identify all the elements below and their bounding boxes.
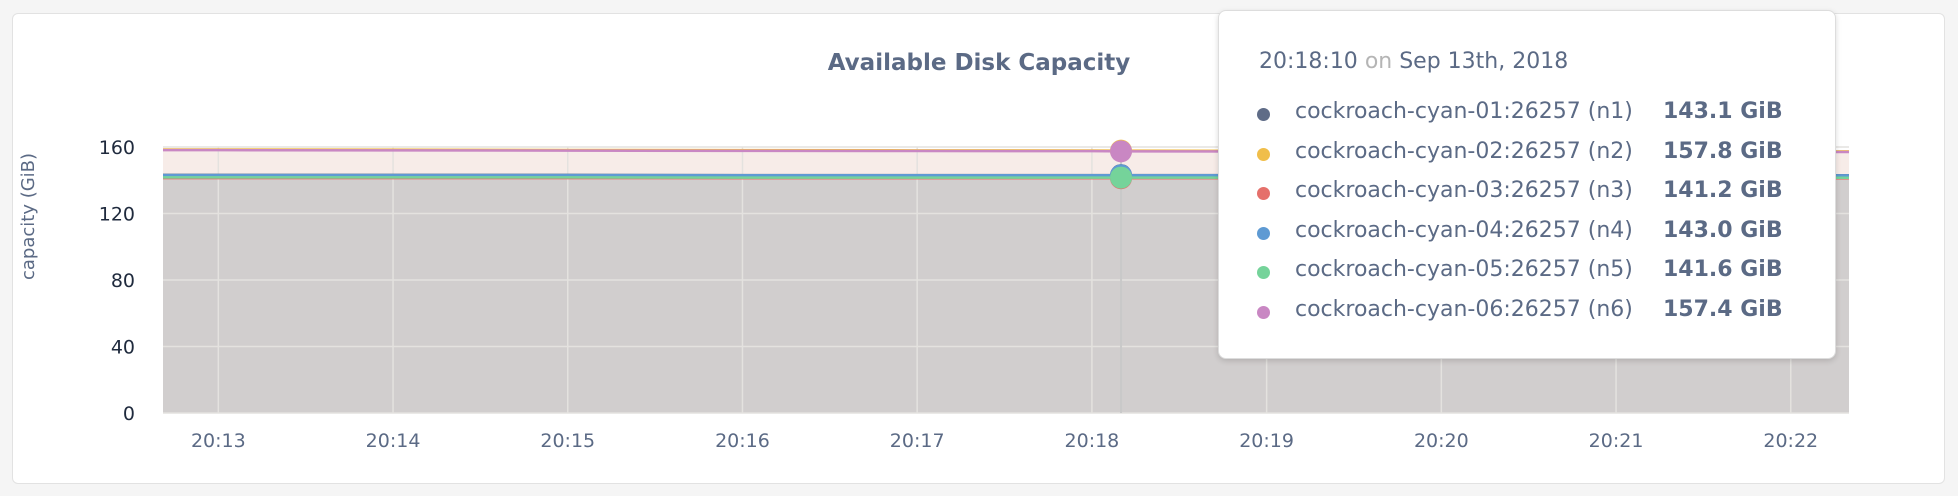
series-color-dot-icon	[1257, 306, 1270, 319]
y-tick-label: 120	[99, 204, 135, 226]
y-tick-label: 160	[99, 137, 135, 159]
series-color-dot-icon	[1257, 187, 1270, 201]
hover-tooltip: 20:18:10 on Sep 13th, 2018 cockroach-cya…	[1218, 10, 1836, 359]
tooltip-series-value: 143.1 GiB	[1663, 99, 1783, 124]
x-tick-label: 20:22	[1763, 430, 1818, 452]
x-tick-label: 20:13	[191, 430, 246, 452]
x-tick-label: 20:15	[540, 430, 595, 452]
y-tick-label: 40	[111, 337, 135, 359]
tooltip-date: Sep 13th, 2018	[1399, 49, 1569, 74]
tooltip-series-value: 141.6 GiB	[1663, 257, 1783, 283]
x-tick-label: 20:19	[1239, 430, 1294, 452]
tooltip-series-name: cockroach-cyan-04:26257 (n4)	[1295, 217, 1633, 243]
tooltip-on: on	[1364, 49, 1393, 74]
tooltip-series-name: cockroach-cyan-06:26257 (n6)	[1295, 297, 1633, 322]
series-color-dot-icon	[1257, 108, 1270, 121]
y-tick-label: 80	[111, 270, 135, 292]
tooltip-series-name: cockroach-cyan-03:26257 (n3)	[1295, 178, 1633, 204]
y-tick-label: 0	[123, 403, 135, 425]
tooltip-series-name: cockroach-cyan-02:26257 (n2)	[1295, 138, 1633, 164]
tooltip-series-value: 157.8 GiB	[1663, 138, 1783, 164]
tooltip-series-value: 141.2 GiB	[1663, 178, 1783, 204]
tooltip-series-value: 143.0 GiB	[1663, 217, 1783, 243]
x-tick-label: 20:18	[1065, 430, 1120, 452]
tooltip-series-name: cockroach-cyan-05:26257 (n5)	[1295, 257, 1633, 283]
x-tick-label: 20:21	[1589, 430, 1644, 452]
tooltip-time: 20:18:10	[1259, 49, 1358, 74]
x-tick-label: 20:14	[366, 430, 421, 452]
x-tick-label: 20:17	[890, 430, 945, 452]
tooltip-series-value: 157.4 GiB	[1663, 297, 1783, 322]
x-tick-label: 20:20	[1414, 430, 1469, 452]
tooltip-header: 20:18:10 on Sep 13th, 2018	[1259, 49, 1568, 74]
series-color-dot-icon	[1257, 226, 1270, 240]
series-color-dot-icon	[1257, 266, 1270, 280]
hover-point-n5	[1110, 166, 1133, 189]
tooltip-series-name: cockroach-cyan-01:26257 (n1)	[1295, 99, 1633, 124]
series-color-dot-icon	[1257, 147, 1270, 161]
hover-point-n6	[1110, 140, 1133, 163]
chart-title: Available Disk Capacity	[827, 50, 1131, 76]
x-tick-label: 20:16	[715, 430, 770, 452]
